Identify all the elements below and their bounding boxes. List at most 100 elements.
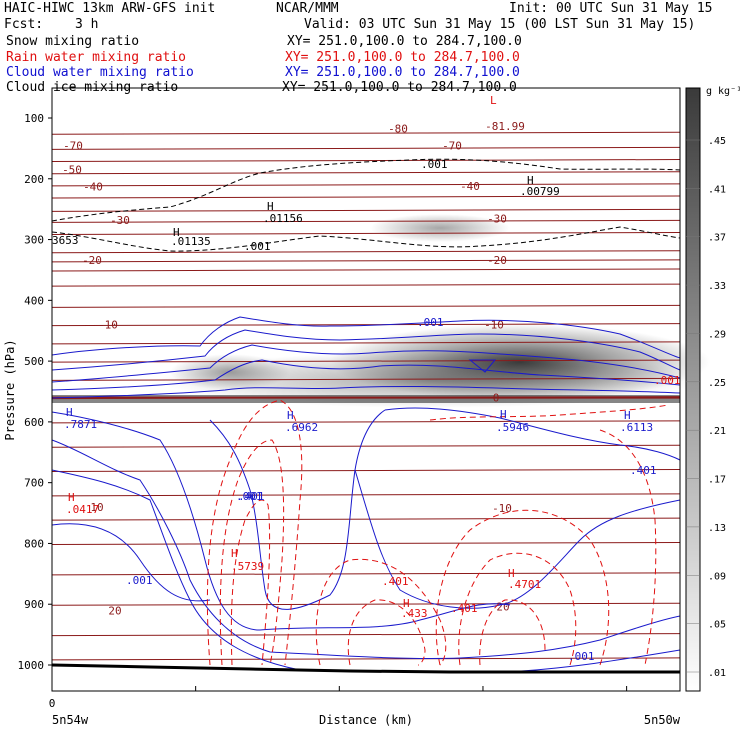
colorbar-tick-label: .29 <box>708 329 726 340</box>
init-time: Init: 00 UTC Sun 31 May 15 <box>509 1 713 16</box>
contour-annotation: H <box>287 409 294 422</box>
field-snow-xy: XY= 251.0,100.0 to 284.7,100.0 <box>287 34 522 49</box>
contour-annotation: H <box>173 226 180 239</box>
valid-time: Valid: 03 UTC Sun 31 May 15 (00 LST Sun … <box>304 17 696 32</box>
contour-annotation: .001 <box>421 158 448 171</box>
colorbar-tick-label: .09 <box>708 571 726 582</box>
isotherm-line <box>51 323 681 327</box>
x-zero-label: 0 <box>49 697 56 710</box>
isotherm-line <box>51 219 681 223</box>
colorbar-tick-label: .45 <box>708 136 726 147</box>
isotherm-line <box>51 341 681 345</box>
isotherm-line <box>51 602 681 606</box>
isotherm-line <box>51 159 681 163</box>
field-snow-name: Snow mixing ratio <box>6 34 140 49</box>
contour-annotation: .401 <box>382 575 409 588</box>
isotherm-label: -10 <box>492 502 512 515</box>
contour-annotation: .4701 <box>508 578 541 591</box>
annotations: L.001H.00799H.01156H.01135.0013653.001.0… <box>52 94 681 663</box>
field-rain-name: Rain water mixing ratio <box>6 50 187 65</box>
contour-annotation: .5739 <box>231 560 264 573</box>
forecast-label: Fcst: <box>4 17 44 32</box>
isotherm-label: -10 <box>484 319 504 332</box>
isotherm-label: -40 <box>460 180 480 193</box>
cloud-ice-contour-lower <box>51 226 681 252</box>
isotherm-label: -30 <box>487 212 507 225</box>
isotherm-labels: -80 -81.99-70 -70-50-40 -40-30 -30-20 -20-10-… <box>62 120 525 617</box>
contour-annotation: .401 <box>238 490 265 503</box>
isotherm-line <box>51 541 681 545</box>
contour-annotation: 3653 <box>52 234 79 247</box>
field-cloudwater-name: Cloud water mixing ratio <box>6 65 194 80</box>
contour-annotation: .00799 <box>520 185 560 198</box>
isotherm-line <box>51 183 681 187</box>
contour-annotation: .5946 <box>496 421 529 434</box>
isotherm-line <box>51 171 681 175</box>
isotherm-line <box>51 146 681 150</box>
isotherm-label: -70 <box>442 139 462 152</box>
y-axis-title: Pressure (hPa) <box>3 339 17 440</box>
y-tick-label: 300 <box>24 234 44 247</box>
contour-annotation: .001 <box>126 574 153 587</box>
isotherm-line <box>51 195 681 199</box>
y-tick-label: 600 <box>24 416 44 429</box>
isotherm-lines <box>51 131 681 661</box>
x-axis <box>51 686 628 691</box>
plot-frame <box>51 87 681 692</box>
contour-annotation: .001 <box>654 374 681 387</box>
field-rain-xy: XY= 251.0,100.0 to 284.7,100.0 <box>285 50 520 65</box>
isotherm-line <box>51 131 681 135</box>
contour-annotation: H <box>624 409 631 422</box>
x-start-label: 5n54w <box>52 713 89 727</box>
isotherm-line <box>51 359 681 363</box>
contour-annotation: H <box>527 174 534 187</box>
colorbar-tick-label: .13 <box>708 523 726 534</box>
model-title: HAIC-HIWC 13km ARW-GFS init <box>4 1 216 16</box>
colorbar-tick-label: .33 <box>708 281 726 292</box>
contour-annotation: .01156 <box>263 212 303 225</box>
isotherm-line <box>51 517 681 521</box>
contour-annotation: .6962 <box>285 421 318 434</box>
contour-annotation: .6113 <box>620 421 653 434</box>
contour-annotation: L <box>490 94 497 107</box>
cloud-water-contours <box>51 316 681 673</box>
isotherm-line <box>51 283 681 287</box>
isotherm-line <box>51 231 681 235</box>
isotherm-line <box>51 444 681 448</box>
contour-annotation: H <box>500 408 507 421</box>
colorbar-tick-label: .41 <box>708 184 726 195</box>
isotherm-label: 0 <box>493 392 500 405</box>
contour-annotation: .401 <box>630 464 657 477</box>
contour-annotation: H <box>267 200 274 213</box>
isotherm-label: 20 <box>108 604 121 617</box>
isotherm-line <box>51 268 681 272</box>
contour-annotation: .001 <box>417 316 444 329</box>
cloud-ice-contour <box>51 158 681 222</box>
y-tick-label: 700 <box>24 477 44 490</box>
contour-annotation: H <box>66 406 73 419</box>
snow-west-shade <box>170 354 290 390</box>
y-tick-label: 100 <box>24 112 44 125</box>
isotherm-label: -20 <box>82 254 102 267</box>
isotherm-line <box>51 633 681 637</box>
contour-annotation: H <box>403 597 410 610</box>
isotherm-label: -40 <box>83 181 103 194</box>
y-tick-label: 1000 <box>18 659 45 672</box>
field-cloudwater-xy: XY= 251.0,100.0 to 284.7,100.0 <box>285 65 520 80</box>
isotherm-line <box>51 250 681 254</box>
isotherm-label: 10 <box>90 501 103 514</box>
colorbar-tick-label: .21 <box>708 426 726 437</box>
x-end-label: 5n50w <box>644 713 681 727</box>
contour-annotation: .0417 <box>66 503 99 516</box>
terrain-line <box>51 663 680 674</box>
y-tick-label: 800 <box>24 537 44 550</box>
isotherm-line <box>51 208 681 212</box>
y-tick-label: 200 <box>24 173 44 186</box>
colorbar-ticks: .45 .41 .37 .33 .29 .25 .21 .17 .13 .09 .05 .01 <box>686 136 726 679</box>
contour-annotation: .433 <box>401 607 428 620</box>
isotherm-line <box>51 469 681 473</box>
rain-water-contours <box>206 399 669 666</box>
x-axis-title: Distance (km) <box>319 713 413 727</box>
cloud-ice-band <box>52 395 680 403</box>
